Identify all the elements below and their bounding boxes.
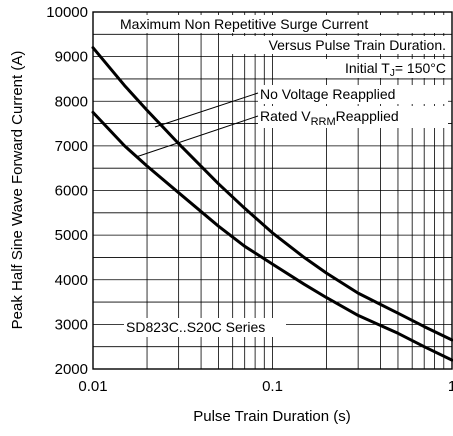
series-line-2 [91,110,453,362]
y-tick-label: 3000 [55,316,88,333]
plot-frame [92,11,453,370]
y-tick-label: 9000 [55,49,88,66]
chart-title-line2: Versus Pulse Train Duration. [269,37,446,53]
x-tick-label: 1 [448,378,453,395]
rated-leader [135,115,259,158]
initial-temp-label: Initial TJ= 150°C [345,60,446,79]
x-tick-label: 0.01 [78,378,107,395]
series-name-label: SD823C..S20C Series [126,319,265,335]
title-box [119,15,449,33]
chart-title-line1: Maximum Non Repetitive Surge Current [120,16,368,32]
rated-box [258,106,448,128]
tick-labels: 0.01 0.1 1 2000 3000 4000 5000 6000 7000 8000 9000… [46,4,453,395]
series-line-1 [91,46,453,342]
y-tick-label: 4000 [55,272,88,289]
no-voltage-label: No Voltage Reapplied [260,86,395,102]
y-tick-label: 8000 [55,93,88,110]
temp-box [318,59,448,78]
series-label-box [124,318,286,337]
no-voltage-leader [154,92,259,128]
subtitle-box [226,36,449,54]
y-axis-title: Peak Half Sine Wave Forward Current (A) [9,51,26,330]
no-voltage-box [258,85,448,104]
annotations: Maximum Non Repetitive Surge Current Ver… [120,16,446,335]
x-axis-title: Pulse Train Duration (s) [193,408,351,425]
series-curves [91,46,453,362]
x-tick-label: 0.1 [262,378,283,395]
y-tick-label: 10000 [46,4,88,21]
y-tick-label: 5000 [55,227,88,244]
annotation-backgrounds [119,15,449,337]
y-tick-label: 7000 [55,138,88,155]
rated-vrrm-label: Rated VRRMReapplied [260,108,399,128]
y-tick-label: 2000 [55,361,88,378]
axes [92,11,453,370]
y-tick-label: 6000 [55,183,88,200]
